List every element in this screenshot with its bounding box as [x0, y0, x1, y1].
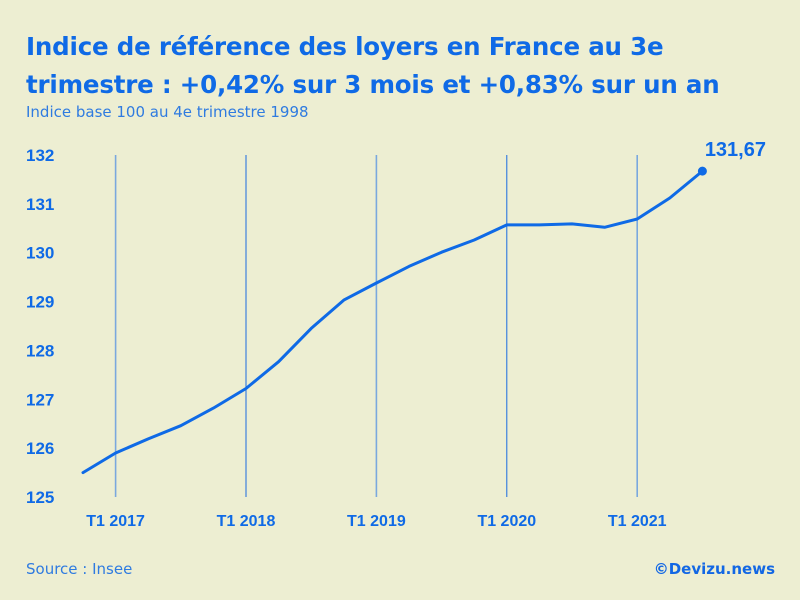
- gridlines: [114, 155, 639, 497]
- source-note: Source : Insee: [26, 560, 133, 578]
- y-tick-label: 127: [26, 390, 54, 409]
- chart-subtitle: Indice base 100 au 4e trimestre 1998: [26, 103, 309, 121]
- y-tick-label: 130: [26, 244, 54, 263]
- y-tick-label: 126: [26, 439, 54, 458]
- y-tick-label: 131: [26, 195, 54, 214]
- end-value-label: 131,67: [705, 139, 766, 161]
- annotations: 131,67: [697, 139, 766, 176]
- x-tick-label: T1 2017: [86, 513, 145, 530]
- x-tick-label: T1 2021: [608, 513, 667, 530]
- chart-title-line-2: trimestre : +0,42% sur 3 mois et +0,83% …: [26, 70, 720, 99]
- series-group: [81, 169, 704, 475]
- y-tick-label: 128: [26, 341, 54, 360]
- x-tick-label: T1 2019: [347, 513, 406, 530]
- y-tick-label: 125: [26, 488, 54, 507]
- y-axis-ticks: 125 126 127 128 129 130 131 132: [26, 146, 54, 507]
- series-line: [81, 169, 704, 475]
- chart-title-line-1: Indice de référence des loyers en France…: [26, 32, 664, 61]
- y-tick-label: 132: [26, 146, 54, 165]
- x-tick-label: T1 2018: [217, 513, 276, 530]
- chart-title: Indice de référence des loyers en France…: [26, 28, 786, 104]
- x-tick-label: T1 2020: [477, 513, 536, 530]
- y-tick-label: 129: [26, 293, 54, 312]
- x-axis-ticks: T1 2017 T1 2018 T1 2019 T1 2020 T1 2021: [86, 513, 666, 530]
- end-point-marker: [697, 166, 707, 176]
- credit-note: ©Devizu.news: [653, 560, 775, 578]
